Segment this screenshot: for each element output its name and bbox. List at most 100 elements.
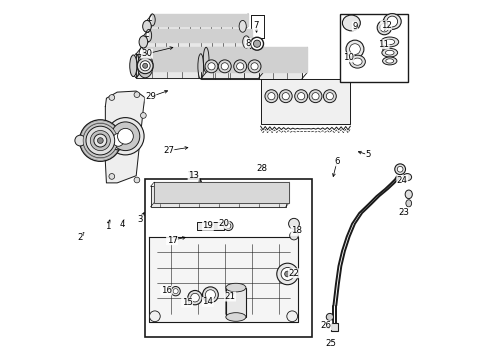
Ellipse shape [349,44,360,54]
Ellipse shape [205,290,215,300]
Text: 27: 27 [163,146,174,155]
Ellipse shape [382,57,396,65]
Ellipse shape [281,267,293,280]
Circle shape [90,131,110,150]
Ellipse shape [405,190,411,199]
Ellipse shape [384,39,394,45]
Polygon shape [150,186,285,207]
Ellipse shape [171,287,180,296]
Text: 23: 23 [398,208,409,217]
Ellipse shape [385,50,393,55]
Ellipse shape [225,224,230,228]
Text: 30: 30 [141,49,152,58]
Ellipse shape [250,37,263,50]
Ellipse shape [380,37,398,47]
Ellipse shape [383,14,400,30]
Ellipse shape [173,289,178,294]
Ellipse shape [405,200,411,207]
Polygon shape [206,47,306,72]
Text: 3: 3 [138,215,143,224]
Text: 20: 20 [218,219,229,228]
Ellipse shape [207,63,215,70]
Text: 13: 13 [187,171,199,181]
Ellipse shape [225,313,245,321]
Text: 25: 25 [325,339,336,348]
Text: 9: 9 [351,22,357,31]
Bar [197,222,224,230]
Text: 17: 17 [166,236,177,245]
Polygon shape [152,14,247,26]
Ellipse shape [289,231,298,240]
Polygon shape [147,21,242,32]
Ellipse shape [247,60,261,73]
Ellipse shape [239,21,246,32]
Circle shape [109,95,115,100]
Text: 26: 26 [320,321,331,330]
Text: 8: 8 [245,39,250,48]
Ellipse shape [218,60,231,73]
Ellipse shape [112,134,124,146]
Ellipse shape [242,36,249,48]
Bar [339,14,407,82]
Ellipse shape [236,63,244,70]
Text: 24: 24 [396,176,407,185]
Ellipse shape [223,221,233,230]
Circle shape [286,311,297,321]
Ellipse shape [308,90,321,103]
Circle shape [94,134,106,147]
Circle shape [106,118,144,155]
Ellipse shape [279,90,292,103]
Circle shape [134,92,140,98]
Ellipse shape [204,60,218,73]
Text: 6: 6 [334,157,339,166]
Polygon shape [136,54,258,78]
Text: 18: 18 [290,226,302,235]
Ellipse shape [250,63,258,70]
Circle shape [111,122,140,150]
Ellipse shape [253,40,260,47]
Circle shape [83,123,117,158]
Circle shape [97,138,103,143]
Circle shape [80,120,121,161]
Ellipse shape [202,287,218,303]
Ellipse shape [109,130,127,150]
Circle shape [140,113,146,118]
Ellipse shape [288,219,299,229]
Polygon shape [105,91,144,183]
Bar [330,323,338,331]
Ellipse shape [233,60,246,73]
Circle shape [86,126,115,155]
Circle shape [149,311,160,321]
Text: 16: 16 [161,286,171,295]
Ellipse shape [352,58,362,65]
Bar [250,15,263,39]
Polygon shape [260,79,349,125]
Polygon shape [143,36,246,48]
Ellipse shape [381,48,397,57]
Bar [225,288,245,317]
Circle shape [117,129,133,144]
Ellipse shape [379,23,388,32]
Polygon shape [154,182,289,203]
Text: 22: 22 [288,269,299,278]
Ellipse shape [325,93,333,100]
Ellipse shape [311,93,319,100]
Ellipse shape [137,54,153,78]
Polygon shape [149,237,297,321]
Text: 14: 14 [202,297,213,306]
Ellipse shape [142,63,147,68]
Ellipse shape [346,40,363,58]
Ellipse shape [284,271,290,277]
Polygon shape [148,30,251,41]
Ellipse shape [402,174,411,181]
Ellipse shape [294,90,307,103]
Text: 13: 13 [188,171,199,180]
Ellipse shape [187,291,202,305]
Ellipse shape [325,314,333,320]
Circle shape [134,177,140,183]
Ellipse shape [385,59,393,63]
Ellipse shape [267,93,274,100]
Ellipse shape [225,283,245,292]
Ellipse shape [386,16,397,27]
Ellipse shape [142,21,151,32]
